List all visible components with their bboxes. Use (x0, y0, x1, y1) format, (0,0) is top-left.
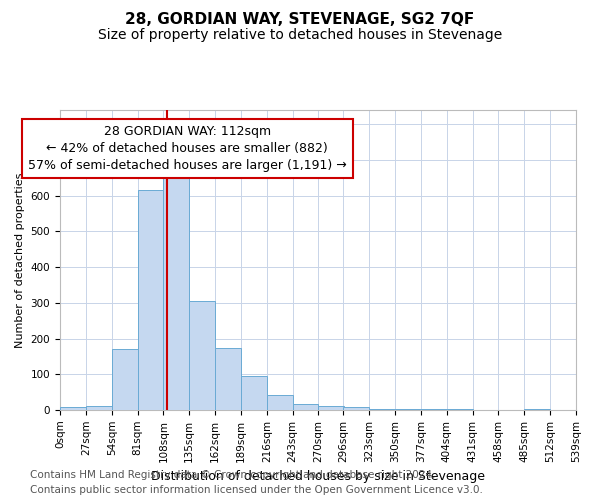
Bar (395, 408, 421, 410)
Bar (421, 408, 447, 410)
Bar (241, 376, 267, 410)
Bar (343, 407, 369, 410)
Bar (112, 350, 137, 410)
Text: Size of property relative to detached houses in Stevenage: Size of property relative to detached ho… (98, 28, 502, 42)
Bar (86, 406, 112, 410)
Text: 28 GORDIAN WAY: 112sqm
← 42% of detached houses are smaller (882)
57% of semi-de: 28 GORDIAN WAY: 112sqm ← 42% of detached… (28, 125, 347, 172)
Bar (319, 406, 344, 410)
Text: Contains public sector information licensed under the Open Government Licence v3: Contains public sector information licen… (30, 485, 483, 495)
Bar (369, 408, 395, 410)
Bar (163, 176, 189, 410)
Bar (137, 190, 163, 410)
Bar (215, 348, 241, 410)
X-axis label: Distribution of detached houses by size in Stevenage: Distribution of detached houses by size … (151, 470, 485, 483)
Bar (293, 404, 319, 410)
Text: Contains HM Land Registry data © Crown copyright and database right 2024.: Contains HM Land Registry data © Crown c… (30, 470, 436, 480)
Bar (189, 301, 215, 410)
Y-axis label: Number of detached properties: Number of detached properties (15, 172, 25, 348)
Bar (267, 395, 293, 410)
Bar (60, 407, 86, 410)
Text: 28, GORDIAN WAY, STEVENAGE, SG2 7QF: 28, GORDIAN WAY, STEVENAGE, SG2 7QF (125, 12, 475, 28)
